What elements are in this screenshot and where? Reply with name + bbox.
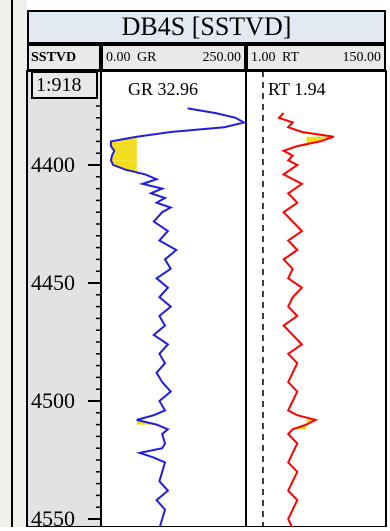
rt-track (245, 70, 387, 527)
rt-name-label: RT (282, 50, 300, 65)
log-title: DB4S [SSTVD] (27, 10, 386, 44)
gr-fill (112, 150, 137, 156)
depth-header-label: SSTVD (31, 50, 77, 65)
depth-label-4400: 4400 (31, 152, 75, 177)
depth-label-4500: 4500 (31, 388, 75, 413)
scale-ratio: 1:918 (31, 71, 98, 99)
rt-readout: RT 1.94 (268, 79, 326, 99)
rt-min-label: 1.00 (251, 50, 276, 65)
gr-fill (110, 155, 137, 161)
gr-max-label: 250.00 (202, 50, 242, 65)
rt-curve (277, 112, 335, 527)
gr-fill (110, 141, 137, 147)
rt-header: 1.00 RT 150.00 (246, 44, 386, 71)
gr-curve (109, 107, 247, 527)
gr-readout: GR 32.96 (128, 79, 199, 99)
gr-fill (110, 160, 137, 165)
left-margin (0, 0, 27, 527)
gr-name-label: GR (137, 50, 157, 65)
depth-ticks (88, 105, 101, 520)
depth-label-4450: 4450 (31, 270, 75, 295)
rt-fill (306, 136, 334, 142)
gr-fill (110, 146, 137, 151)
gr-min-label: 0.00 (106, 50, 131, 65)
rt-max-label: 150.00 (342, 50, 382, 65)
depth-header: SSTVD (27, 44, 101, 71)
depth-track (26, 70, 102, 527)
gr-header: 0.00 GR 250.00 (101, 44, 246, 71)
depth-label-4550: 4550 (31, 506, 75, 531)
